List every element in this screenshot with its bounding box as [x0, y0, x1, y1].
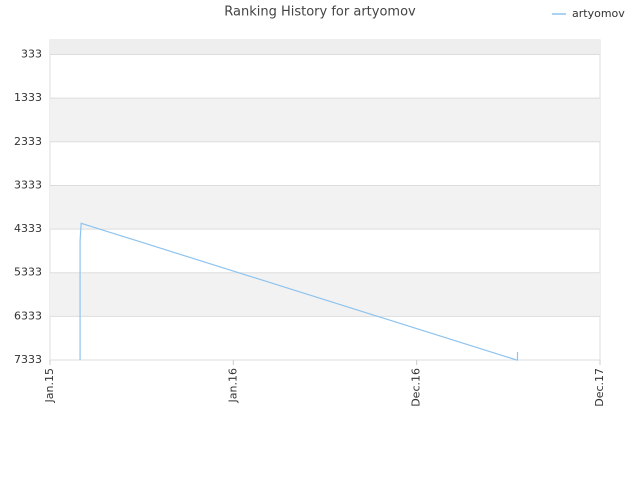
legend-label: artyomov — [572, 7, 625, 20]
x-tick-label: Dec.17 — [593, 368, 606, 407]
x-tick-label: Dec.16 — [410, 368, 423, 407]
y-tick-label: 1333 — [14, 91, 42, 104]
plot-band — [50, 98, 600, 142]
series-line — [79, 222, 519, 361]
y-tick-label: 4333 — [14, 222, 42, 235]
plot-band — [50, 272, 600, 317]
y-tick-label: 7333 — [14, 353, 42, 366]
y-tick-label: 2333 — [14, 135, 42, 148]
y-tick-label: 333 — [21, 48, 42, 61]
plot-band — [50, 185, 600, 230]
x-tick-label: Jan.15 — [43, 368, 56, 403]
y-tick-label: 6333 — [14, 309, 42, 322]
x-tick-label: Jan.16 — [226, 368, 239, 403]
y-tick-label: 5333 — [14, 266, 42, 279]
y-tick-label: 3333 — [14, 178, 42, 191]
chart-title: Ranking History for artyomov — [224, 5, 416, 20]
plot-band — [50, 40, 600, 55]
